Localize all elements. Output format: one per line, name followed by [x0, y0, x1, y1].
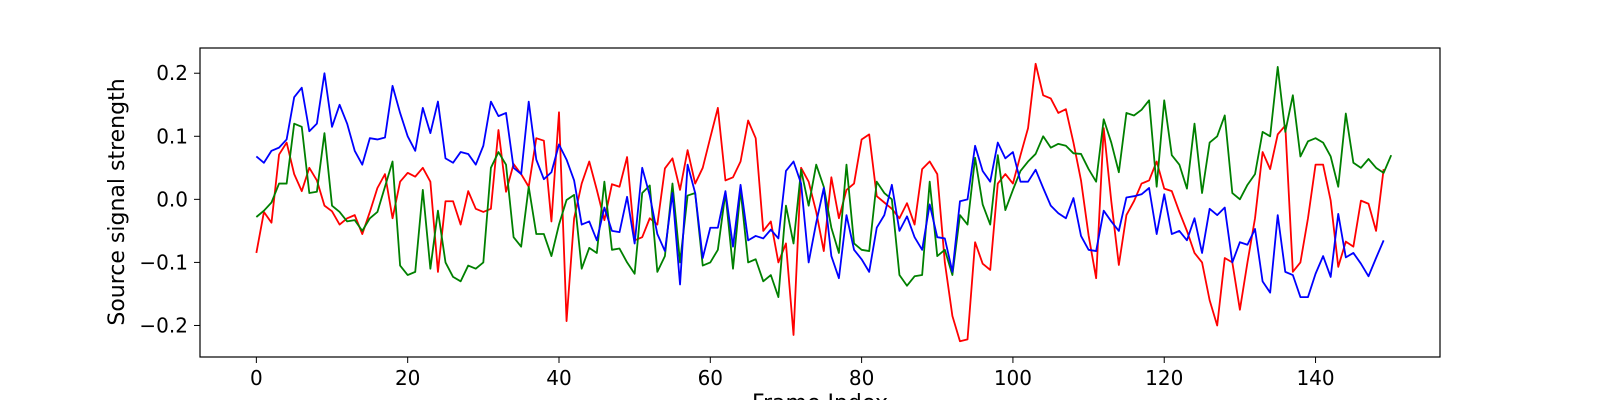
y-tick-label: 0.2: [156, 61, 188, 85]
plot-area-frame: [199, 47, 1441, 358]
y-tick-label: 0.1: [156, 124, 188, 148]
x-tick-label: 80: [849, 366, 874, 390]
x-axis-label: Frame Index: [752, 391, 888, 400]
x-axis: 0 20 40 60 80 100 120 140: [250, 357, 1335, 390]
series-layer: [255, 62, 1393, 343]
series-line-2: [255, 66, 1393, 298]
x-tick-label: 20: [395, 366, 420, 390]
series-line-1: [255, 62, 1385, 343]
y-tick-label: −0.1: [139, 250, 188, 274]
x-tick-label: 40: [546, 366, 571, 390]
x-tick-label: 100: [994, 366, 1032, 390]
series-line-3: [255, 72, 1385, 298]
x-tick-label: 120: [1145, 366, 1183, 390]
y-axis: −0.2 −0.1 0.0 0.1 0.2: [139, 61, 200, 337]
x-tick-label: 0: [250, 366, 263, 390]
y-tick-label: 0.0: [156, 187, 188, 211]
y-axis-label: Source signal strength: [105, 78, 130, 325]
x-tick-label: 140: [1296, 366, 1334, 390]
x-tick-label: 60: [698, 366, 723, 390]
y-tick-label: −0.2: [139, 313, 188, 337]
